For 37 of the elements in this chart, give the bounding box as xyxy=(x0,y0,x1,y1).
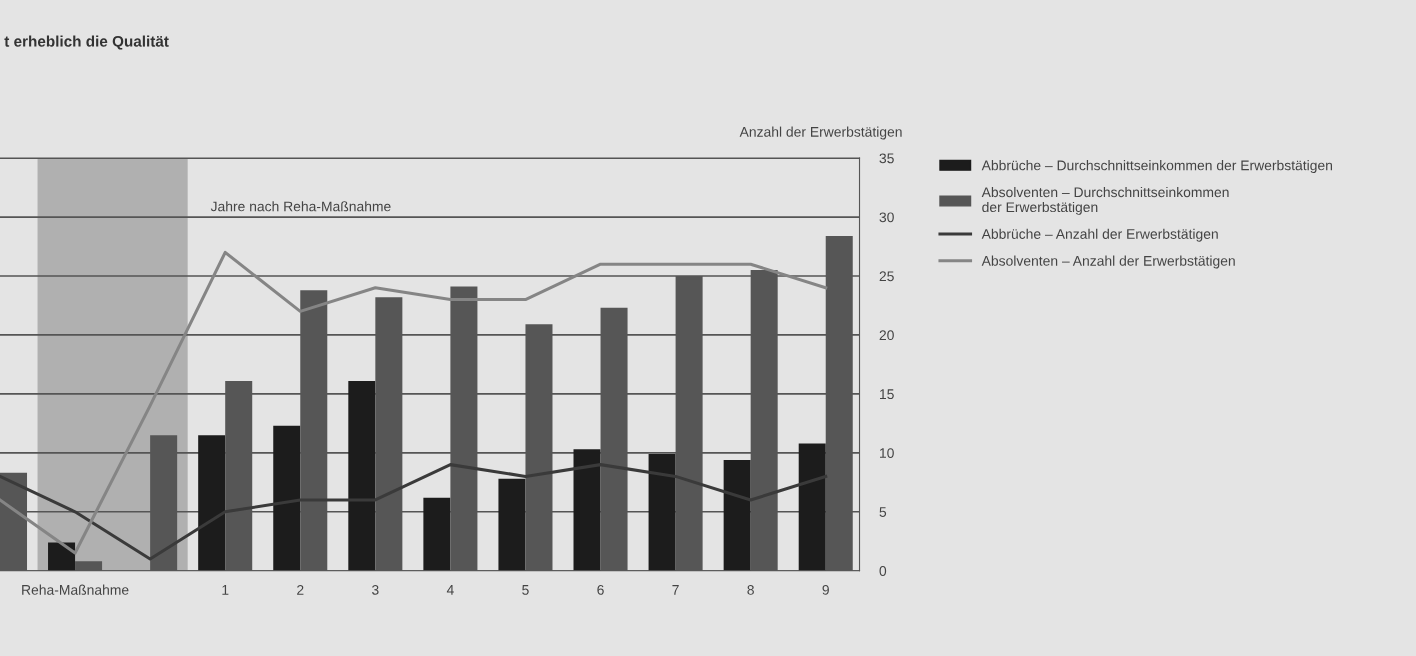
line-series xyxy=(0,463,828,561)
line-series xyxy=(0,250,828,555)
y-tick-label: 5 xyxy=(879,507,887,517)
y-tick-label: 35 xyxy=(879,153,894,164)
y-tick-label: 25 xyxy=(879,271,894,282)
annotation: Jahre nach Reha-Maßnahme xyxy=(210,201,391,212)
x-tick-label: 1 xyxy=(222,585,229,595)
x-tick-label: 8 xyxy=(747,584,754,595)
legend-label: Abbrüche – Durchschnittseinkommen der Erwerbstätigen xyxy=(981,160,1332,174)
bar xyxy=(198,435,226,571)
x-tick-label: 9 xyxy=(822,584,829,595)
bar xyxy=(723,459,751,571)
x-tick-label: 7 xyxy=(672,585,679,595)
bar xyxy=(348,380,376,571)
x-tick-label: 2 xyxy=(297,584,304,595)
bar xyxy=(48,542,76,571)
x-tick-label: 3 xyxy=(372,584,379,595)
y-tick-label: 30 xyxy=(879,212,894,223)
chart-title: t erheblich die Qualität xyxy=(4,35,169,50)
y-tick-label: 0 xyxy=(879,566,887,576)
bar xyxy=(273,425,301,571)
bar xyxy=(648,454,676,571)
legend-label: Absolventen – Durchschnittseinkommen der Erwerbstätigen xyxy=(981,186,1229,215)
x-tick-label: Reha-Maßnahme xyxy=(22,584,129,595)
bar xyxy=(798,443,826,571)
bar xyxy=(573,449,601,571)
x-tick-label: 6 xyxy=(597,584,604,595)
y-tick-label: 10 xyxy=(880,448,894,458)
bar xyxy=(423,497,451,571)
y-tick-label: 20 xyxy=(879,330,894,341)
legend-label: Absolventen – Anzahl der Erwerbstätigen xyxy=(981,255,1235,269)
legend-label: Abbrüche – Anzahl der Erwerbstätigen xyxy=(981,228,1218,242)
x-tick-label: 4 xyxy=(446,585,454,595)
y-tick-label: 15 xyxy=(880,389,894,400)
x-tick-label: 5 xyxy=(522,585,529,595)
y-axis-title: Anzahl der Erwerbstätigen xyxy=(739,126,902,140)
bar xyxy=(498,478,526,571)
